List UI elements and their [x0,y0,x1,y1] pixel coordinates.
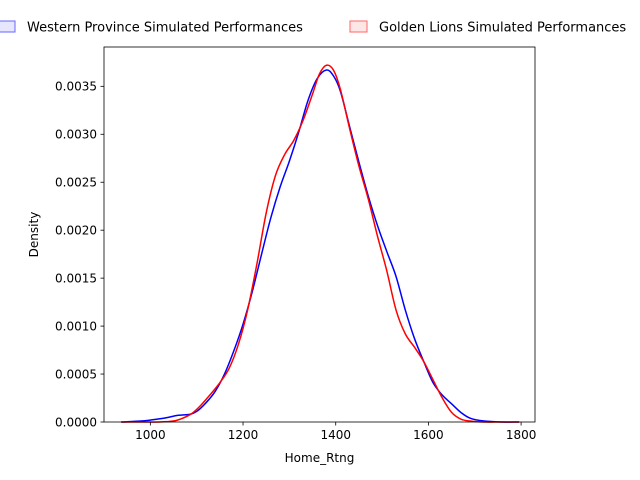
series-layer [120,64,520,423]
y-tick-label: 0.0010 [55,319,97,333]
x-tick-label: 1400 [320,428,351,442]
y-tick-label: 0.0025 [55,176,97,190]
y-axis-label: Density [27,212,41,258]
plot-frame [103,46,536,423]
legend-label-0: Western Province Simulated Performances [27,21,303,36]
legend: Western Province Simulated Performances G… [0,20,626,36]
y-tick-label: 0.0015 [55,271,97,285]
y-tick-label: 0.0005 [55,367,97,381]
y-axis-ticks: 0.0000 0.0005 0.0010 0.0015 0.0020 0.0025 0.00… [55,80,104,429]
x-axis-ticks: 1000 1200 1400 1600 1800 [135,422,536,442]
series-line-1 [120,64,520,423]
x-axis-label: Home_Rtng [285,451,355,465]
y-tick-label: 0.0035 [55,80,97,94]
y-tick-label: 0.0030 [55,128,97,142]
x-tick-label: 1600 [413,428,444,442]
legend-label-1: Golden Lions Simulated Performances [379,21,626,36]
plot-area [104,47,535,422]
legend-swatch-1 [349,20,368,33]
x-tick-label: 1000 [135,428,166,442]
x-tick-label: 1200 [228,428,259,442]
y-tick-label: 0.0000 [55,415,97,429]
legend-swatch-0 [0,20,16,33]
x-tick-label: 1800 [506,428,537,442]
y-tick-label: 0.0020 [55,223,97,237]
